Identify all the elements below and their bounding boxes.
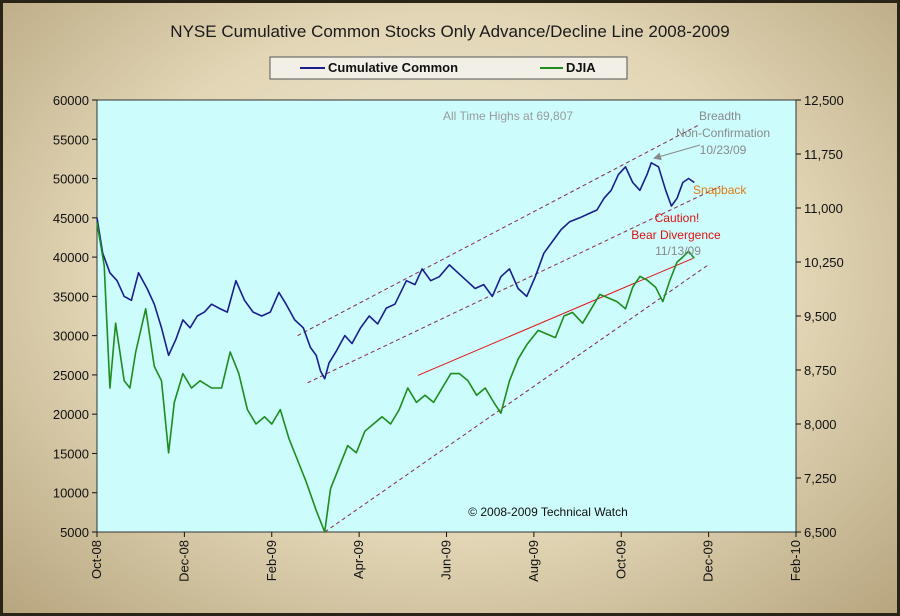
y-right-tick-label: 8,000 [804,417,837,432]
y-left-tick-label: 5000 [60,525,89,540]
y-right-tick-label: 10,250 [804,255,844,270]
series-line-djia [96,222,695,533]
y-right-tick-label: 7,250 [804,471,837,486]
divergence-line [417,257,694,376]
annotation-nc-date: 10/23/09 [700,143,747,157]
annotations: All Time Highs at 69,807 Breadth Non-Con… [443,109,770,519]
y-left-tick-label: 25000 [53,368,89,383]
annotation-bear-divergence: Bear Divergence [631,228,721,242]
annotation-arrow [653,144,701,161]
x-tick-label: Dec-08 [176,540,191,582]
chart-title: NYSE Cumulative Common Stocks Only Advan… [170,22,730,41]
y-right-tick-label: 6,500 [804,525,837,540]
copyright: © 2008-2009 Technical Watch [468,505,628,519]
y-right-tick-label: 12,500 [804,93,844,108]
channel-line-dashed [297,124,699,337]
y-right-tick-label: 8,750 [804,363,837,378]
x-tick-label: Jun-09 [439,540,454,580]
x-tick-label: Dec-09 [701,540,716,582]
channel-line-dashed [324,265,708,533]
annotation-breadth: Breadth [699,109,741,123]
annotation-snapback: Snapback [693,183,747,197]
y-left-tick-label: 15000 [53,446,89,461]
x-tick-label: Aug-09 [526,540,541,582]
y-left-tick-label: 40000 [53,250,89,265]
channel-line-dashed [307,185,721,384]
y-right-tick-label: 9,500 [804,309,837,324]
x-tick-label: Oct-09 [613,540,628,579]
legend-label-djia: DJIA [566,60,596,75]
y-left-tick-label: 20000 [53,407,89,422]
y-axis-left: 5000 10000 15000 20000 25000 30000 35000 40000 4… [53,93,97,540]
series-line-cumulative-common [96,162,695,380]
y-axis-right: 6,500 7,250 8,000 8,750 9,500 10,250 11,000 11,… [796,93,844,540]
legend-label-cumulative: Cumulative Common [328,60,458,75]
annotation-bd-date: 11/13/09 [655,244,701,258]
trend-channels [297,124,721,533]
y-right-tick-label: 11,000 [804,201,843,216]
y-right-tick-label: 11,750 [804,147,843,162]
y-left-tick-label: 55000 [53,132,89,147]
x-axis: Oct-08 Dec-08 Feb-09 Apr-09 Jun-09 Aug-09 Oct-… [89,532,803,582]
y-left-tick-label: 10000 [53,486,89,501]
y-left-tick-label: 60000 [53,93,89,108]
annotation-non-confirmation: Non-Confirmation [676,126,770,140]
x-tick-label: Apr-09 [351,540,366,579]
annotation-caution: Caution! [655,211,700,225]
y-left-tick-label: 30000 [53,329,89,344]
x-tick-label: Feb-10 [788,540,803,581]
x-tick-label: Feb-09 [264,540,279,581]
x-tick-label: Oct-08 [89,540,104,579]
y-left-tick-label: 35000 [53,289,89,304]
series-layer [96,162,695,533]
plot-area [96,99,797,533]
annotation-all-time-highs: All Time Highs at 69,807 [443,109,573,123]
y-left-tick-label: 50000 [53,172,89,187]
y-left-tick-label: 45000 [53,211,89,226]
legend: Cumulative Common DJIA [269,56,628,80]
